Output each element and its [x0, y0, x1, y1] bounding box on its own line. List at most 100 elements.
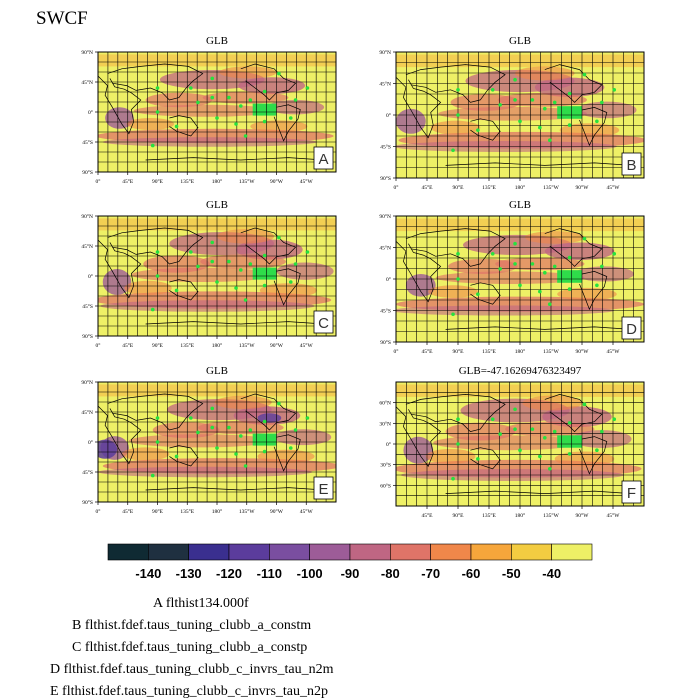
- significance-dot: [243, 464, 248, 468]
- coastline: [240, 63, 297, 101]
- significance-dot: [595, 283, 599, 288]
- coastline: [98, 239, 142, 299]
- highlight-region: [557, 106, 582, 119]
- coastline: [405, 394, 506, 432]
- significance-dot: [498, 103, 502, 107]
- significance-dot: [239, 434, 243, 438]
- coastline: [470, 282, 501, 305]
- field-blob: [250, 120, 308, 133]
- panel-label-box: [621, 316, 642, 340]
- coastline: [240, 393, 297, 431]
- significance-dot: [456, 252, 460, 256]
- significance-dot: [288, 116, 293, 120]
- field-blob: [522, 395, 582, 411]
- coastline: [405, 64, 506, 103]
- y-tick-label: 90°N: [379, 213, 391, 220]
- x-tick-label: 135°W: [239, 178, 255, 185]
- x-tick-label: 180°: [515, 348, 525, 355]
- significance-dot: [155, 110, 160, 114]
- x-tick-label: 45°W: [300, 508, 314, 515]
- x-tick-label: 0°: [394, 348, 399, 355]
- significance-dot: [189, 250, 193, 254]
- coastline: [169, 279, 199, 301]
- y-tick-label: 30°S: [380, 462, 391, 469]
- significance-dot: [600, 100, 604, 105]
- coastline: [98, 405, 142, 465]
- x-tick-label: 45°E: [122, 342, 134, 349]
- significance-dot: [490, 88, 495, 92]
- significance-dot: [456, 442, 460, 446]
- significance-dot: [530, 98, 535, 102]
- legend-line-d: D flthist.fdef.taus_tuning_clubb_c_invrs…: [50, 662, 334, 677]
- x-tick-label: 90°E: [152, 508, 164, 515]
- panel-title: GLB: [509, 199, 531, 211]
- significance-dot: [189, 416, 193, 420]
- significance-dot: [456, 417, 460, 422]
- field-blob: [238, 77, 306, 94]
- colorbar-swatch: [551, 543, 593, 561]
- y-tick-label: 0°: [88, 109, 93, 116]
- panel-label-box: [313, 476, 334, 500]
- map-panel-f: GLB=-47.16269476323497 60°N 30°N 0° 30°S 60°S…: [379, 365, 645, 519]
- y-tick-label: 45°N: [81, 243, 93, 250]
- significance-dot: [262, 283, 267, 288]
- field-blob: [202, 91, 289, 104]
- significance-dot: [567, 452, 572, 456]
- significance-dot: [155, 250, 160, 254]
- panel-label: D: [626, 321, 637, 338]
- x-tick-label: 135°E: [482, 184, 496, 191]
- significance-dot: [196, 264, 200, 269]
- significance-dot: [513, 407, 517, 412]
- highlight-region: [557, 270, 582, 283]
- significance-dot: [513, 241, 517, 246]
- coastline: [579, 271, 608, 311]
- field-blob: [197, 421, 284, 435]
- colorbar-tick-label: -40: [542, 566, 561, 581]
- significance-dot: [538, 125, 542, 130]
- coastline: [169, 445, 199, 467]
- significance-dot: [552, 429, 557, 434]
- swcf-field: [396, 216, 644, 342]
- significance-dot: [595, 448, 599, 453]
- field-blob: [544, 242, 615, 261]
- significance-dot: [513, 427, 517, 431]
- significance-dot: [518, 283, 522, 288]
- significance-dot: [262, 419, 267, 424]
- significance-dot: [456, 113, 460, 117]
- panel-label: A: [318, 151, 328, 168]
- significance-dot: [293, 98, 298, 102]
- significance-dot: [612, 88, 617, 92]
- significance-dot: [547, 467, 552, 471]
- y-tick-label: 45°S: [380, 144, 391, 151]
- significance-dot: [288, 446, 293, 450]
- legend-line-e: E flthist.fdef.taus_tuning_clubb_c_invrs…: [50, 684, 329, 699]
- x-tick-label: 135°E: [482, 348, 496, 355]
- field-blob: [495, 257, 585, 271]
- field-blob: [131, 267, 275, 282]
- significance-dot: [612, 252, 617, 256]
- x-tick-label: 90°E: [452, 348, 464, 355]
- significance-dot: [210, 425, 215, 430]
- y-tick-label: 45°N: [81, 409, 93, 416]
- x-tick-label: 90°E: [152, 178, 164, 185]
- x-tick-label: 90°W: [576, 512, 590, 519]
- coastline: [544, 64, 603, 103]
- panel-label-box: [621, 152, 642, 176]
- highlight-region: [252, 103, 277, 116]
- colorbar-swatch: [188, 543, 230, 561]
- significance-dot: [538, 454, 542, 459]
- field-blob: [524, 231, 585, 244]
- coastline: [273, 268, 301, 306]
- x-tick-label: 45°E: [122, 178, 134, 185]
- coastline: [396, 406, 442, 468]
- x-tick-label: 0°: [394, 184, 399, 191]
- y-tick-label: 45°N: [379, 245, 391, 252]
- significance-dot: [543, 436, 547, 440]
- significance-dot: [210, 259, 215, 264]
- significance-dot: [547, 138, 552, 142]
- significance-dot: [476, 292, 480, 296]
